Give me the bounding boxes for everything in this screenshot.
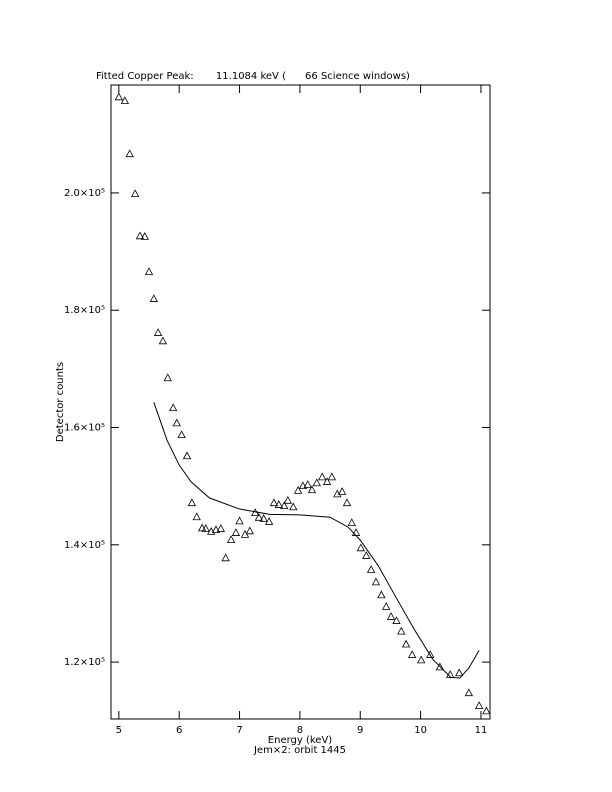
data-point	[231, 528, 241, 536]
data-point	[158, 336, 168, 345]
data-point	[426, 650, 435, 658]
data-point	[259, 514, 268, 522]
data-point	[401, 639, 411, 648]
x-tick-label: 6	[176, 725, 182, 736]
data-point	[172, 418, 181, 427]
data-point	[366, 565, 376, 573]
data-point	[149, 294, 159, 302]
x-tick-label: 8	[297, 725, 303, 736]
data-point	[144, 267, 154, 275]
data-point	[322, 477, 332, 485]
data-point	[303, 480, 312, 488]
data-point	[187, 498, 197, 507]
data-point	[135, 231, 145, 240]
data-point	[371, 577, 381, 586]
x-tick-label: 11	[475, 725, 488, 736]
y-tick-label: 1.4×10⁵	[64, 540, 105, 551]
data-point	[153, 328, 163, 336]
data-point	[333, 489, 342, 498]
data-point	[216, 524, 226, 532]
data-point	[327, 472, 337, 481]
data-point	[386, 612, 396, 620]
data-point	[182, 451, 192, 460]
data-point	[356, 543, 366, 552]
data-point	[235, 516, 244, 525]
data-point	[307, 485, 317, 494]
data-point	[280, 501, 289, 510]
data-point	[114, 92, 124, 101]
data-point	[140, 232, 149, 240]
plot-frame	[110, 84, 491, 720]
data-point	[264, 517, 274, 525]
annotation: Jem×2: orbit 1445	[253, 745, 346, 756]
data-point	[377, 590, 386, 599]
data-point	[192, 512, 201, 521]
data-point	[269, 498, 279, 507]
data-point	[289, 502, 298, 511]
fit-line	[153, 402, 480, 679]
data-point	[435, 662, 445, 671]
data-point	[283, 495, 292, 504]
x-tick-label: 5	[116, 725, 122, 736]
data-point	[293, 486, 303, 494]
x-axis-label: Energy (keV)	[268, 735, 333, 746]
data-point	[226, 535, 236, 544]
data-point	[211, 525, 221, 534]
x-tick-label: 10	[414, 725, 427, 736]
data-point	[347, 518, 356, 527]
data-point	[474, 701, 484, 709]
data-point	[163, 373, 172, 382]
data-point	[201, 524, 210, 532]
y-tick-label: 1.2×10⁵	[64, 657, 105, 668]
data-point	[482, 706, 491, 715]
y-tick-label: 2.0×10⁵	[64, 188, 105, 199]
data-point	[392, 616, 401, 624]
data-point	[168, 403, 178, 412]
data-point	[221, 553, 230, 562]
x-tick-label: 9	[357, 725, 363, 736]
data-point	[382, 602, 391, 610]
data-point	[298, 481, 308, 490]
data-point	[337, 487, 347, 495]
data-point	[125, 149, 134, 158]
data-point	[130, 189, 140, 197]
data-point	[312, 478, 321, 487]
data-point	[464, 688, 474, 697]
data-point	[274, 500, 283, 508]
y-axis-label: Detector counts	[55, 362, 66, 442]
data-point	[407, 650, 417, 658]
data-point	[120, 96, 130, 105]
data-point	[342, 498, 352, 507]
data-point	[455, 668, 464, 677]
data-point	[318, 472, 327, 481]
y-tick-label: 1.8×10⁵	[64, 305, 105, 316]
data-point	[245, 526, 254, 535]
data-point	[362, 551, 371, 559]
x-tick-label: 7	[236, 725, 242, 736]
data-point	[254, 512, 264, 521]
data-point	[445, 670, 455, 678]
y-tick-label: 1.6×10⁵	[64, 423, 105, 434]
chart-title: Fitted Copper Peak: 11.1084 keV ( 66 Sci…	[96, 71, 410, 82]
data-point	[397, 626, 406, 635]
data-point	[417, 655, 426, 664]
data-point	[177, 430, 186, 439]
